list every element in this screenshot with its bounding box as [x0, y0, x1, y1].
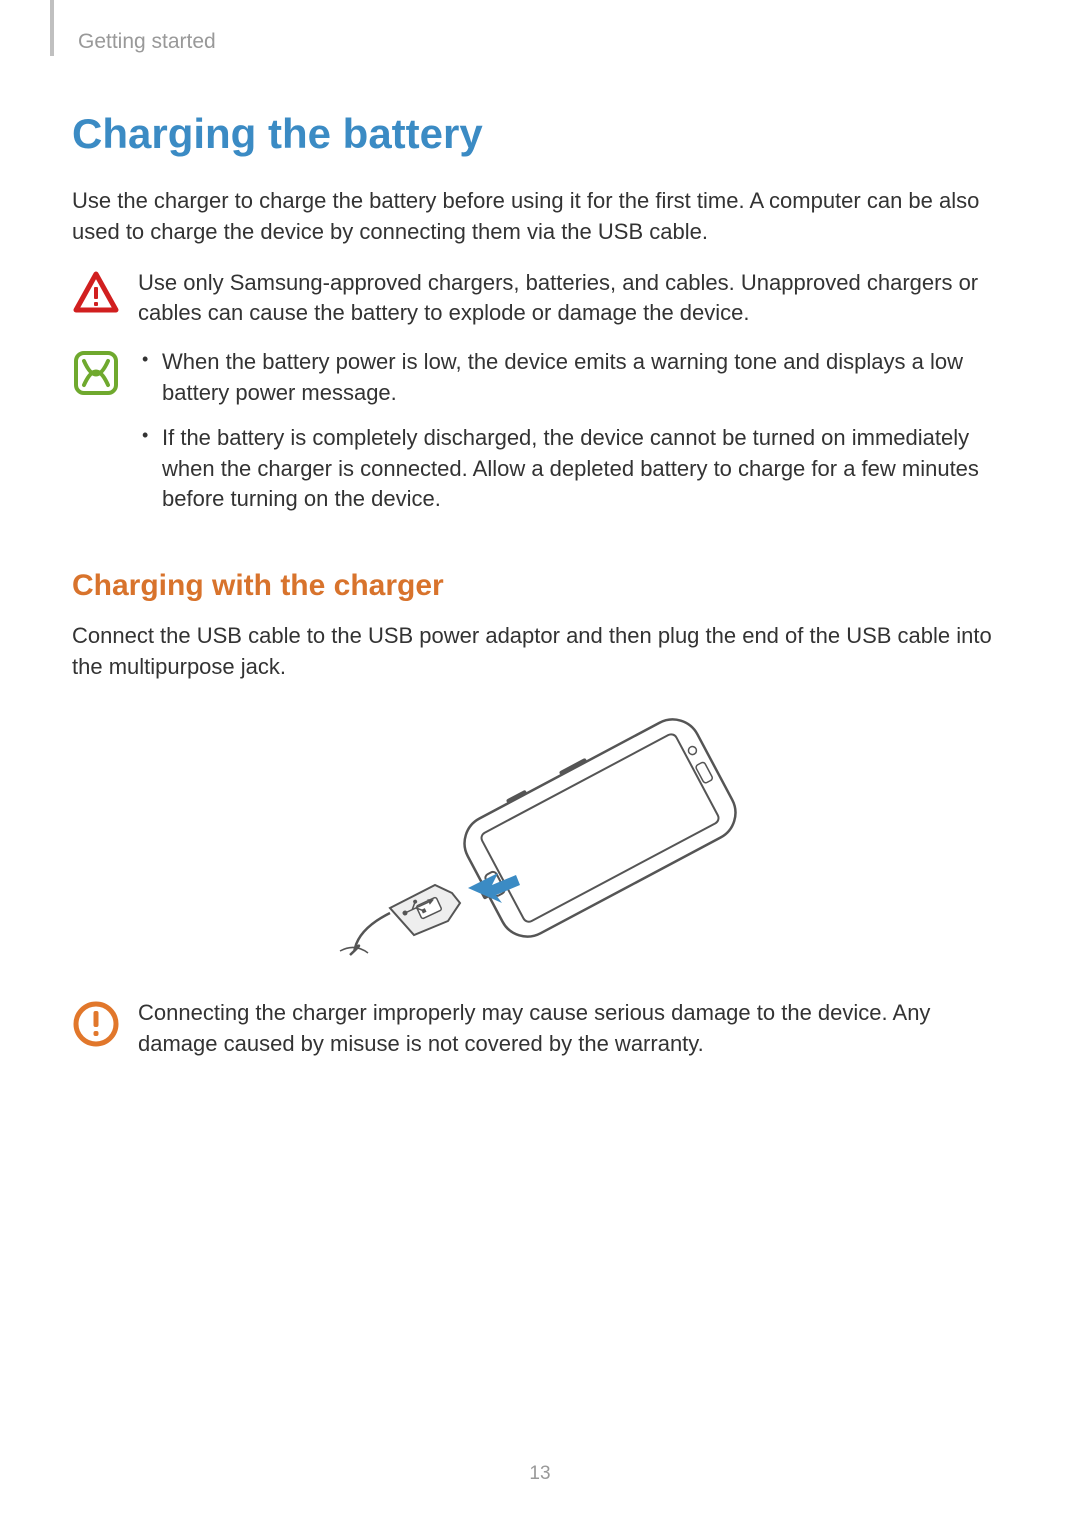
tip-list: When the battery power is low, the devic… [138, 347, 1008, 515]
tip-list-item: If the battery is completely discharged,… [138, 423, 1008, 515]
header-accent-bar [50, 0, 54, 56]
breadcrumb: Getting started [78, 30, 216, 54]
intro-paragraph: Use the charger to charge the battery be… [72, 186, 1008, 248]
caution-text: Connecting the charger improperly may ca… [138, 998, 1008, 1060]
page-title: Charging the battery [72, 110, 1008, 158]
warning-block: Use only Samsung-approved chargers, batt… [72, 268, 1008, 330]
tip-block: When the battery power is low, the devic… [72, 347, 1008, 529]
section-title: Charging with the charger [72, 569, 1008, 603]
warning-icon [72, 270, 120, 318]
warning-text: Use only Samsung-approved chargers, batt… [138, 268, 1008, 330]
page-content: Charging the battery Use the charger to … [72, 100, 1008, 1077]
tip-text: When the battery power is low, the devic… [138, 347, 1008, 529]
section-text: Connect the USB cable to the USB power a… [72, 621, 1008, 683]
charging-figure [72, 703, 1008, 968]
caution-icon [72, 1000, 120, 1048]
caution-block: Connecting the charger improperly may ca… [72, 998, 1008, 1060]
page-number: 13 [0, 1463, 1080, 1485]
tip-icon [72, 349, 120, 397]
tip-list-item: When the battery power is low, the devic… [138, 347, 1008, 409]
